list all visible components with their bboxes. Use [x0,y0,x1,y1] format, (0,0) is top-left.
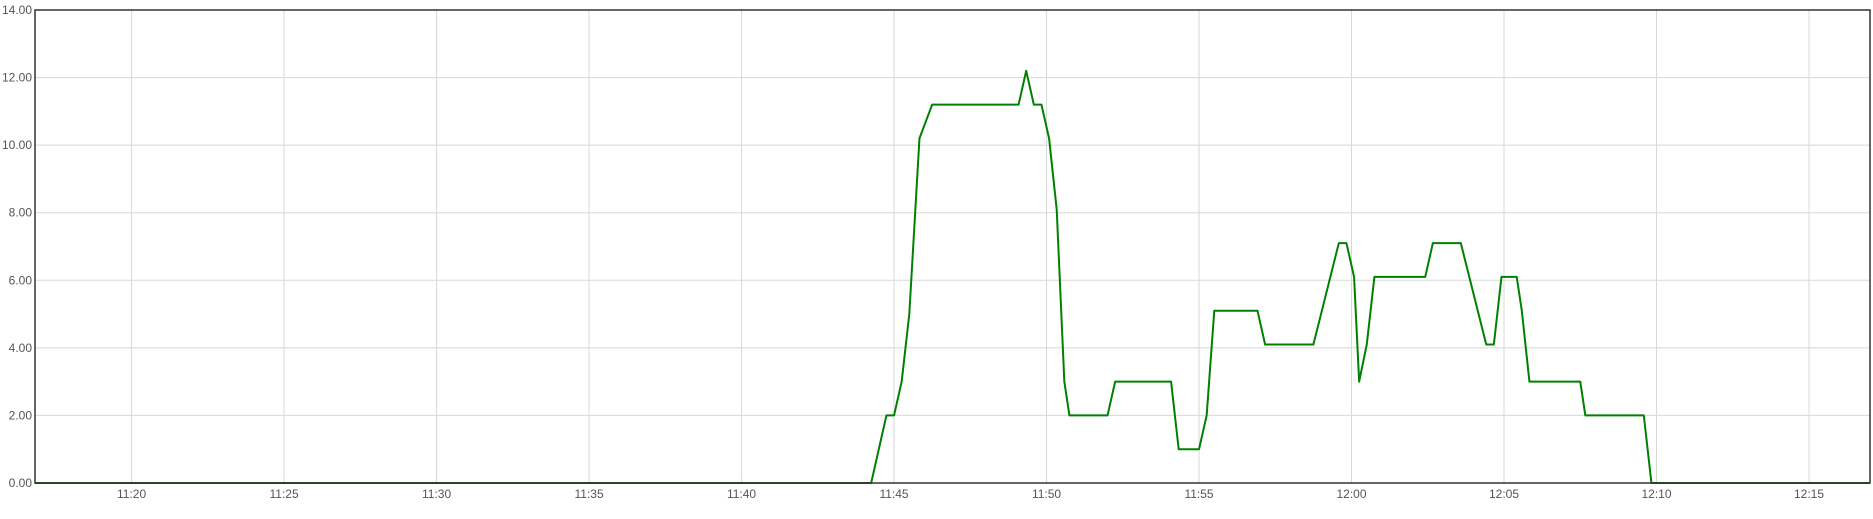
y-tick-label: 0.00 [9,476,33,490]
x-tick-label: 11:25 [270,487,299,501]
plot-background [35,10,1870,483]
x-tick-label: 11:55 [1184,487,1213,501]
x-tick-label: 11:45 [879,487,908,501]
x-tick-label: 12:15 [1794,487,1824,501]
x-tick-label: 11:20 [117,487,146,501]
x-tick-label: 11:50 [1032,487,1061,501]
x-tick-label: 11:35 [574,487,603,501]
y-tick-label: 12.00 [2,71,32,85]
x-tick-label: 11:30 [422,487,451,501]
y-tick-label: 10.00 [2,138,32,152]
y-tick-label: 2.00 [9,408,33,422]
y-tick-label: 6.00 [9,273,33,287]
plot-frame [34,9,1871,484]
gridlines [35,9,1870,484]
x-tick-label: 11:40 [727,487,756,501]
y-tick-label: 8.00 [9,206,33,220]
y-tick-label: 4.00 [9,341,33,355]
x-tick-label: 12:10 [1641,487,1671,501]
x-tick-label: 12:00 [1337,487,1367,501]
series-line [35,69,1870,484]
x-tick-label: 12:05 [1489,487,1519,501]
y-tick-label: 14.00 [2,3,32,17]
y-axis-tick-labels: 0.00 2.00 4.00 6.00 8.00 10.00 12.00 14.00 [2,3,32,490]
x-axis-tick-labels: 11:20 11:25 11:30 11:35 11:40 11:45 11:50 11:55… [117,487,1824,501]
